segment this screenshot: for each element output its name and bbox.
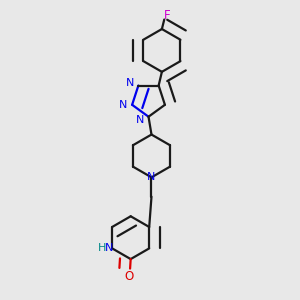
Text: O: O <box>124 270 134 283</box>
Text: F: F <box>164 9 171 22</box>
Text: N: N <box>126 78 134 88</box>
Text: N: N <box>104 243 113 254</box>
Text: H: H <box>98 243 106 254</box>
Text: N: N <box>118 100 127 110</box>
Text: N: N <box>136 115 144 125</box>
Text: N: N <box>147 172 156 182</box>
